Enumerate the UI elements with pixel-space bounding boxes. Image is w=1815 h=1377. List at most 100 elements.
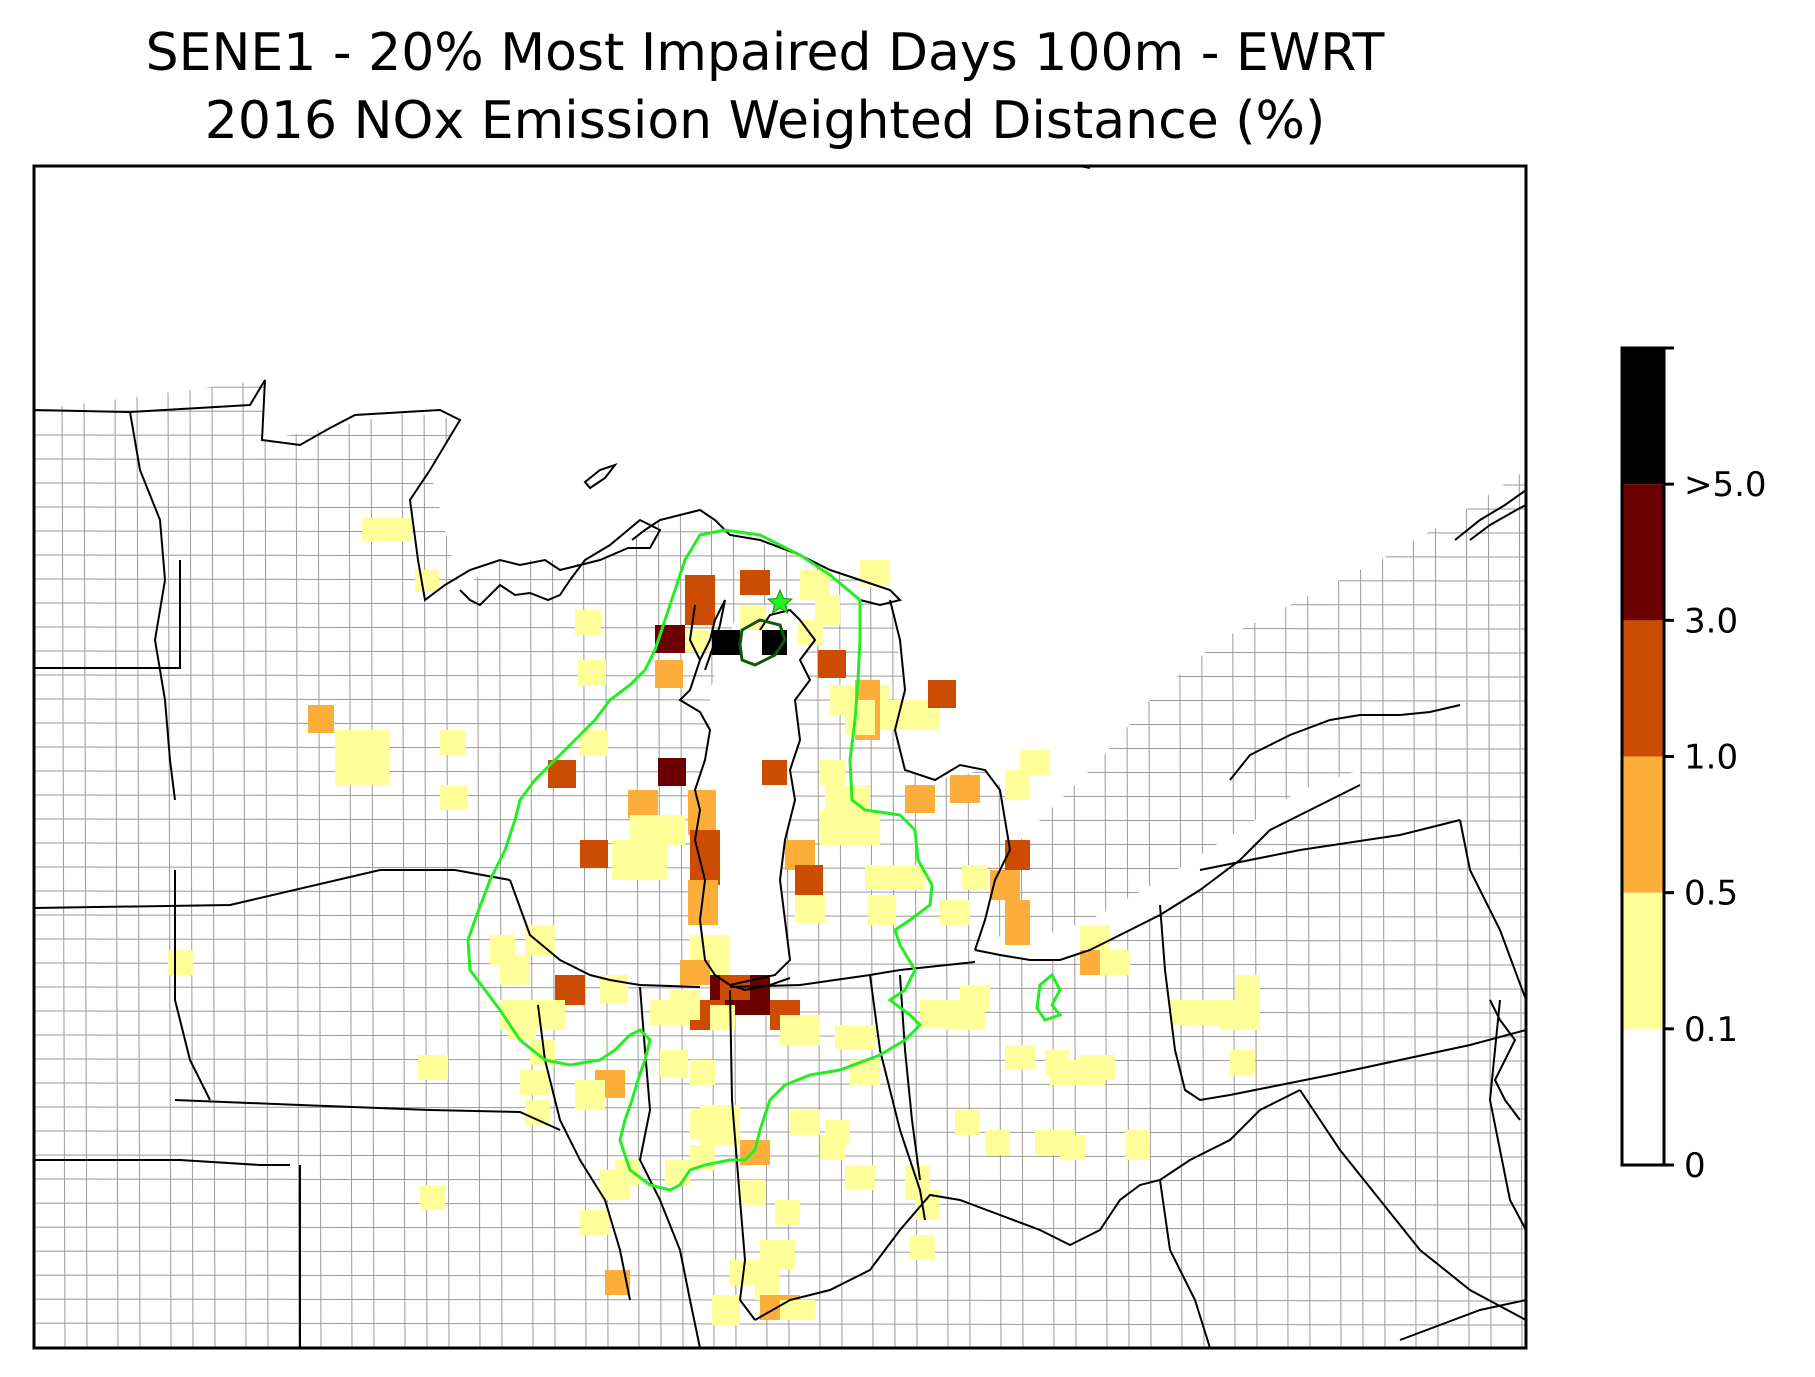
colorbar-bin (1622, 1028, 1664, 1165)
colorbar-tick-label: 0.5 (1684, 874, 1738, 914)
emission-contour-outer (466, 528, 934, 1192)
emission-cell (820, 760, 845, 785)
colorbar-bin (1622, 484, 1664, 621)
colorbar-tick-label: 0.1 (1684, 1010, 1738, 1050)
emission-cell (680, 960, 710, 985)
emission-cell (955, 1110, 980, 1135)
emission-cell (950, 775, 980, 803)
emission-cell (1125, 1130, 1150, 1160)
emission-cell (962, 865, 987, 890)
emission-cell (940, 900, 970, 925)
colorbar-ticks: 0 0.1 0.5 1.0 3.0 >5.0 (1664, 346, 1767, 1186)
emission-cell (868, 895, 896, 925)
emission-cell (818, 650, 846, 678)
emission-cell (575, 1080, 605, 1110)
emission-cell (670, 990, 700, 1020)
emission-cell (168, 950, 193, 975)
emission-contour-small (1035, 972, 1063, 1022)
emission-cell (820, 810, 880, 845)
emission-cell (525, 925, 555, 955)
emission-cell (658, 758, 686, 786)
colorbar-tick-label: >5.0 (1684, 465, 1767, 505)
emission-cell (795, 865, 823, 895)
emission-cell (1220, 1000, 1260, 1030)
emission-cell (440, 785, 468, 810)
emission-cell (655, 660, 683, 688)
emission-cell (575, 610, 601, 635)
emission-contour-inner (738, 618, 787, 667)
emission-cell (362, 518, 412, 542)
emission-cell (1080, 925, 1110, 950)
colorbar-bins (1622, 348, 1664, 1165)
emission-cell (865, 865, 925, 890)
emission-cell (960, 985, 990, 1010)
emission-cell (500, 1000, 540, 1030)
emission-cell (1045, 1050, 1070, 1075)
emission-cell (780, 1015, 820, 1045)
emission-cell (612, 840, 667, 880)
state-boundaries (34, 166, 1526, 1348)
emission-cell (420, 1185, 445, 1210)
emission-cell (1060, 1135, 1085, 1160)
county-boundaries (34, 166, 1526, 1348)
emission-cell (795, 895, 825, 923)
emission-cell (548, 760, 576, 788)
emission-cell (580, 730, 608, 756)
emission-cell (985, 1130, 1010, 1155)
emission-cell (1005, 900, 1030, 945)
map-title-line-1: SENE1 - 20% Most Impaired Days 100m - EW… (145, 23, 1385, 83)
emission-cell (740, 1180, 765, 1205)
emission-cell (1235, 975, 1260, 1000)
emission-cell (1170, 1000, 1200, 1025)
emission-cell (685, 575, 715, 625)
map-frame (32, 164, 1528, 1350)
emission-cell (688, 790, 716, 835)
emission-cell (520, 1070, 550, 1095)
emission-cell (775, 1200, 800, 1225)
colorbar-tick-label: 0 (1684, 1146, 1706, 1186)
emission-cell (730, 1260, 770, 1285)
emission-cell (990, 870, 1020, 900)
emission-cell (928, 680, 956, 708)
emission-cell (820, 1135, 845, 1160)
emission-cell (712, 1295, 740, 1325)
emission-cell (308, 705, 334, 733)
emission-cell (762, 760, 787, 785)
emission-cell (740, 570, 770, 595)
map-title-line-2: 2016 NOx Emission Weighted Distance (%) (204, 91, 1326, 151)
emission-cell (418, 1055, 448, 1080)
site-star-icon (766, 588, 794, 615)
emission-cell (905, 785, 935, 813)
colorbar-tick-label: 1.0 (1684, 738, 1738, 778)
emission-cell (845, 700, 875, 735)
emission-cell (1230, 1050, 1255, 1075)
emission-cell (780, 1300, 815, 1320)
emission-cell (440, 730, 466, 755)
emission-cell (1090, 1055, 1115, 1080)
emission-cell (578, 660, 606, 685)
colorbar-bin (1622, 348, 1664, 485)
emission-cell (580, 1210, 610, 1235)
emission-cell (910, 1235, 935, 1260)
emission-cell (665, 1160, 690, 1185)
emission-cell (500, 955, 530, 985)
emission-cell (790, 1110, 820, 1135)
colorbar-bin (1622, 620, 1664, 757)
emission-cell (835, 1025, 875, 1050)
emission-cell (540, 1000, 565, 1030)
emission-cell (845, 1165, 875, 1190)
colorbar-tick-label: 3.0 (1684, 601, 1738, 641)
emission-cell (580, 840, 608, 868)
emission-cells (168, 518, 1260, 1325)
emission-cell (1100, 950, 1130, 975)
emission-cell (660, 1050, 688, 1078)
emission-cell (690, 1060, 715, 1085)
emission-cell (335, 730, 390, 785)
colorbar-bin (1622, 756, 1664, 893)
emission-cell (1005, 1045, 1035, 1070)
emission-cell (600, 1170, 630, 1200)
colorbar-bin (1622, 892, 1664, 1029)
emission-cell (1020, 750, 1050, 775)
